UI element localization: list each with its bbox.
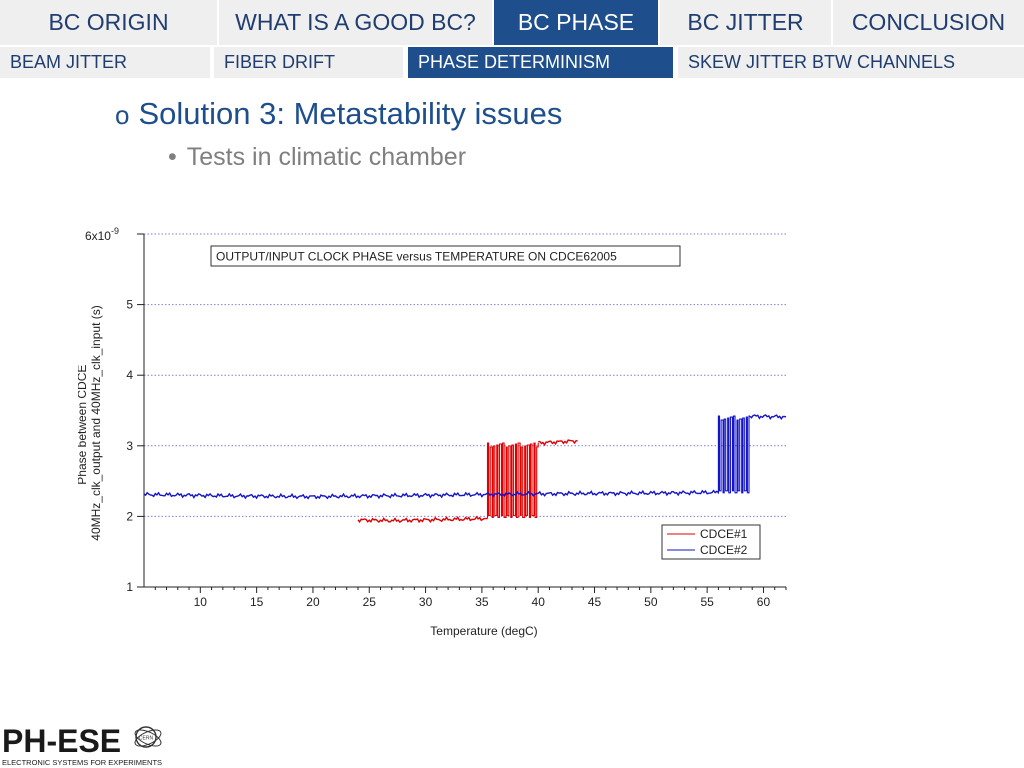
x-tick-label-30: 30 [419,595,433,609]
main-nav-tabs: BC ORIGIN WHAT IS A GOOD BC? BC PHASE BC… [0,0,1024,45]
logo-text: PH-ESE [2,723,122,759]
chart-legend: CDCE#1 CDCE#2 [661,524,761,560]
x-tick-label-35: 35 [475,595,489,609]
y-tick-label-4: 4 [126,368,133,382]
slide-heading: Solution 3: Metastability issues [138,96,563,131]
tab-conclusion[interactable]: CONCLUSION [833,0,1024,45]
series-1-line-segment-2 [538,439,578,447]
x-tick-label-45: 45 [588,595,602,609]
series-2-unstable-region [717,415,750,494]
cern-emblem-icon: CERN [134,726,162,748]
x-tick-label-10: 10 [194,595,208,609]
series-2-line-segment-1 [143,489,719,500]
sub-bullet-marker: • [168,143,177,171]
tab-what-is-a-good-bc[interactable]: WHAT IS A GOOD BC? [219,0,492,45]
series-layer [143,414,787,524]
y-top-tick-label: 6x10-9 [85,226,119,243]
series-2-line-segment-2 [749,414,787,421]
tab-bc-origin[interactable]: BC ORIGIN [0,0,217,45]
sub-nav-tabs: BEAM JITTER FIBER DRIFT PHASE DETERMINIS… [0,47,1024,79]
slide-subpoint: Tests in climatic chamber [186,143,467,171]
subtab-skew-jitter[interactable]: SKEW JITTER BTW CHANNELS [678,47,1024,78]
x-tick-label-60: 60 [757,595,771,609]
y-axis-label: Phase between CDCE 40MHz_clk_output and … [78,305,103,540]
x-tick-label-55: 55 [700,595,714,609]
tab-bc-phase[interactable]: BC PHASE [494,0,658,45]
subtab-fiber-drift[interactable]: FIBER DRIFT [214,47,403,78]
series-1-line-segment-1 [357,515,488,524]
x-tick-label-25: 25 [363,595,377,609]
bullet-marker: o [115,100,130,130]
heading-bullet: o Solution 3: Metastability issues [115,96,562,132]
chart-title-box: OUTPUT/INPUT CLOCK PHASE versus TEMPERAT… [210,245,681,267]
x-tick-label-40: 40 [532,595,546,609]
svg-text:CERN: CERN [139,736,154,742]
y-tick-label-3: 3 [126,439,133,453]
chart-title: OUTPUT/INPUT CLOCK PHASE versus TEMPERAT… [216,250,617,264]
x-axis-label: Temperature (degC) [430,624,537,638]
subtab-phase-determinism[interactable]: PHASE DETERMINISM [408,47,673,78]
x-tick-label-20: 20 [306,595,320,609]
tab-bc-jitter[interactable]: BC JITTER [660,0,831,45]
y-tick-label-2: 2 [126,509,133,523]
y-tick-label-1: 1 [126,580,133,594]
legend-label-cdce2: CDCE#2 [700,543,748,557]
subtab-beam-jitter[interactable]: BEAM JITTER [0,47,210,78]
sub-bullet: • Tests in climatic chamber [168,143,466,172]
x-tick-label-50: 50 [644,595,658,609]
logo-subtitle: ELECTRONIC SYSTEMS FOR EXPERIMENTS [2,758,163,767]
x-tick-label-15: 15 [250,595,264,609]
y-tick-label-5: 5 [126,298,133,312]
legend-label-cdce1: CDCE#1 [700,527,748,541]
series-1-unstable-region [486,442,539,519]
ph-ese-logo: PH-ESE ELECTRONIC SYSTEMS FOR EXPERIMENT… [0,722,170,768]
